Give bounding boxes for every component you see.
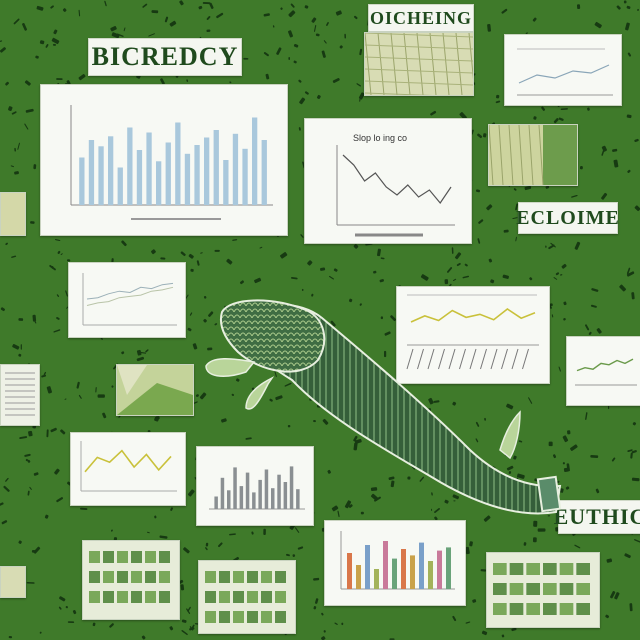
- bar: [446, 547, 451, 589]
- bar: [223, 160, 229, 205]
- bar: [374, 569, 379, 589]
- bar: [383, 541, 388, 589]
- bar: [117, 167, 123, 205]
- text-card-left: [0, 364, 40, 426]
- bar: [239, 486, 244, 509]
- bar: [184, 153, 191, 205]
- bar: [296, 489, 300, 509]
- bar: [156, 161, 162, 206]
- bar: [277, 474, 281, 509]
- wave-chart-card: [70, 432, 186, 506]
- bar: [213, 130, 219, 205]
- bar: [233, 467, 237, 509]
- bar: [392, 558, 397, 589]
- map-thumbnail-right: [488, 124, 578, 186]
- series-line: [518, 64, 610, 84]
- series-line: [576, 358, 634, 372]
- bar: [227, 490, 231, 509]
- panel-bottom-center: [198, 560, 296, 634]
- series-line: [86, 282, 174, 300]
- map-thumbnail-left: [0, 192, 26, 236]
- bar: [347, 553, 352, 589]
- bar: [261, 140, 267, 205]
- series-line: [410, 308, 536, 323]
- bar-chart: [70, 105, 273, 220]
- chart-card-right: [566, 336, 640, 406]
- label-top-left: BICREDCY: [88, 38, 242, 76]
- bar: [258, 479, 262, 509]
- label-right: ECLOIME: [516, 202, 619, 234]
- line-chart: Slop lo ing co: [336, 133, 455, 237]
- series-line: [86, 286, 174, 306]
- bar: [401, 549, 406, 589]
- bar: [194, 145, 200, 205]
- chart-title: Slop lo ing co: [353, 133, 407, 143]
- yellow-line-chart-card: [396, 286, 550, 384]
- bar: [127, 127, 133, 205]
- map-thumbnail-mid-left: [116, 364, 194, 416]
- series-line: [342, 154, 452, 204]
- panel-bottom-left: [82, 540, 180, 620]
- bar: [204, 137, 210, 205]
- bar: [428, 561, 433, 589]
- line-chart-card: Slop lo ing co: [304, 118, 472, 244]
- bar: [108, 136, 114, 206]
- label-top-center: OICHEING: [368, 4, 474, 32]
- bar: [214, 496, 218, 509]
- bar: [356, 565, 361, 589]
- bar: [242, 148, 248, 206]
- bar: [252, 492, 256, 509]
- colored-bar-chart-card: [324, 520, 466, 606]
- bar: [146, 132, 152, 205]
- bar: [252, 117, 258, 205]
- bar: [264, 469, 269, 509]
- bar: [165, 142, 171, 205]
- bar-chart-card-lower: [196, 446, 314, 526]
- map-thumbnail-bottom-left: [0, 566, 26, 598]
- series-line: [84, 449, 172, 473]
- bar-chart-card-large: [40, 84, 288, 236]
- line-chart-card-left: [68, 262, 186, 338]
- bar: [289, 466, 294, 509]
- bar: [79, 157, 85, 205]
- map-thumbnail-top: [364, 32, 474, 96]
- bar: [419, 542, 424, 589]
- bar: [175, 122, 181, 205]
- bar: [271, 488, 275, 509]
- bar: [410, 555, 415, 589]
- chart-card-top-right: [504, 34, 622, 106]
- bar: [365, 545, 370, 589]
- bar: [98, 146, 104, 206]
- bar: [232, 133, 239, 206]
- panel-bottom-right: [486, 552, 600, 628]
- bar: [88, 140, 95, 205]
- bar: [437, 550, 442, 589]
- label-bottom-right: EUTHIC: [554, 500, 640, 534]
- bar: [245, 472, 250, 509]
- bar: [136, 150, 143, 205]
- bar: [283, 482, 288, 509]
- bar: [220, 477, 225, 509]
